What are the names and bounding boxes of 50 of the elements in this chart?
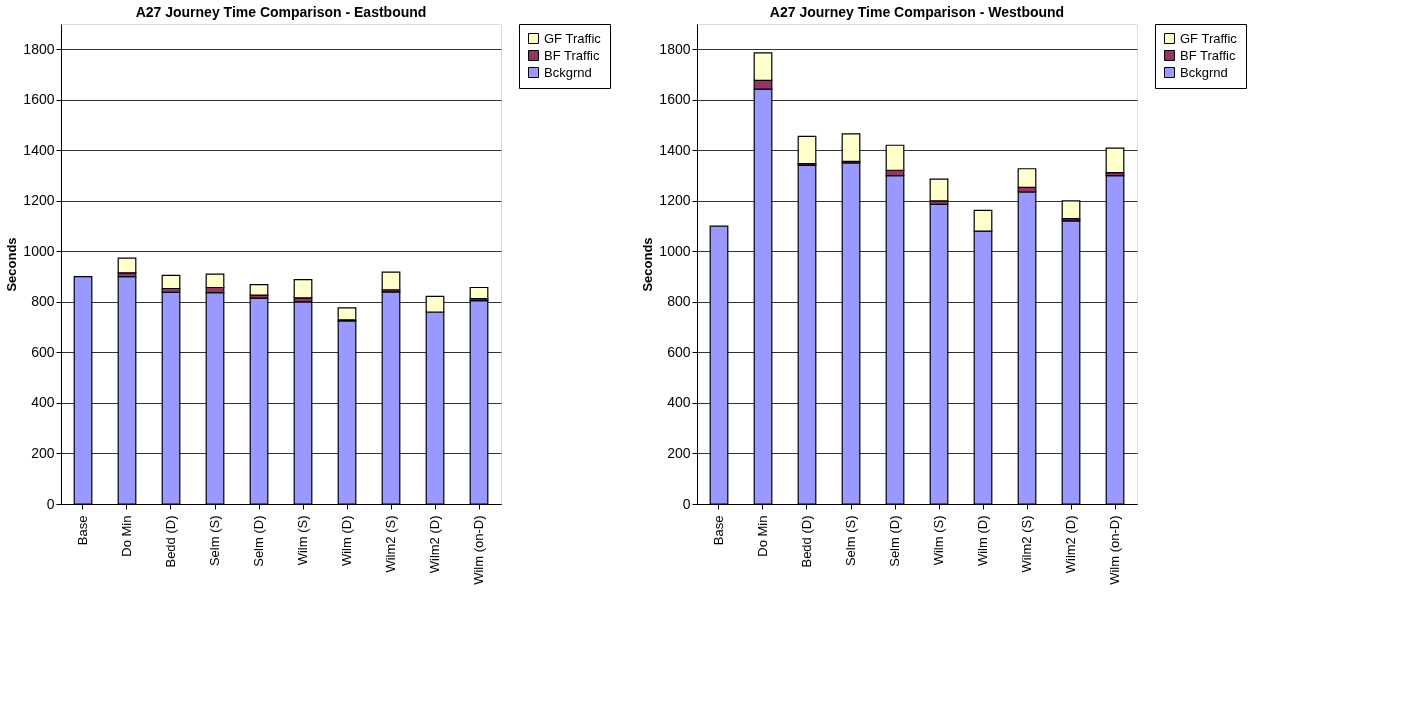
legend-label: GF Traffic (1180, 30, 1238, 46)
y-tick-label: 0 (46, 495, 55, 512)
x-tick-label: Wilm2 (S) (1019, 515, 1034, 573)
y-tick-label: 600 (667, 343, 691, 360)
y-tick-label: 1000 (659, 242, 691, 259)
y-tick-label: 800 (31, 293, 55, 310)
x-tick-label: Wilm (S) (295, 515, 310, 566)
x-tick-label: Base (711, 515, 726, 546)
y-tick-label: 1000 (23, 242, 55, 259)
legend-label: BF Traffic (544, 47, 600, 63)
x-tick-label: Do Min (119, 515, 134, 557)
x-tick-label: Bedd (D) (799, 515, 814, 568)
legend-label: Bckgrnd (544, 64, 592, 80)
x-tick-label: Wilm2 (D) (1063, 515, 1078, 574)
y-tick-label: 1600 (23, 91, 55, 108)
x-tick-label: Bedd (D) (163, 515, 178, 568)
y-tick-label: 200 (31, 444, 55, 461)
x-tick-label: Do Min (755, 515, 770, 557)
y-tick-label: 1600 (659, 91, 691, 108)
y-axis-title: Seconds (640, 237, 656, 292)
legend-label: BF Traffic (1180, 47, 1236, 63)
y-tick-label: 1400 (23, 141, 55, 158)
y-tick-label: 800 (667, 293, 691, 310)
y-tick-label: 400 (31, 394, 55, 411)
x-tick-label: Wilm (on-D) (471, 515, 486, 585)
x-tick-label: Wilm (on-D) (1107, 515, 1122, 585)
y-tick-label: 200 (667, 444, 691, 461)
y-axis-title: Seconds (4, 237, 20, 292)
y-tick-label: 1800 (23, 40, 55, 57)
y-tick-label: 1200 (23, 192, 55, 209)
x-tick-label: Wilm (D) (975, 515, 990, 567)
chart-title: A27 Journey Time Comparison - Westbound (769, 3, 1065, 20)
x-tick-label: Wilm2 (D) (427, 515, 442, 574)
x-tick-label: Wilm (D) (339, 515, 354, 567)
legend-label: GF Traffic (544, 30, 602, 46)
x-tick-label: Wilm (S) (931, 515, 946, 566)
x-tick-label: Base (75, 515, 90, 546)
chart-title: A27 Journey Time Comparison - Eastbound (135, 3, 427, 20)
x-tick-label: Selm (S) (207, 515, 222, 567)
y-tick-label: 1400 (659, 141, 691, 158)
x-tick-label: Wilm2 (S) (383, 515, 398, 573)
y-tick-label: 1200 (659, 192, 691, 209)
y-tick-label: 600 (31, 343, 55, 360)
legend-label: Bckgrnd (1180, 64, 1228, 80)
y-tick-label: 0 (682, 495, 691, 512)
x-tick-label: Selm (D) (887, 515, 902, 567)
x-tick-label: Selm (S) (843, 515, 858, 567)
y-tick-label: 1800 (659, 40, 691, 57)
x-tick-label: Selm (D) (251, 515, 266, 567)
y-tick-label: 400 (667, 394, 691, 411)
